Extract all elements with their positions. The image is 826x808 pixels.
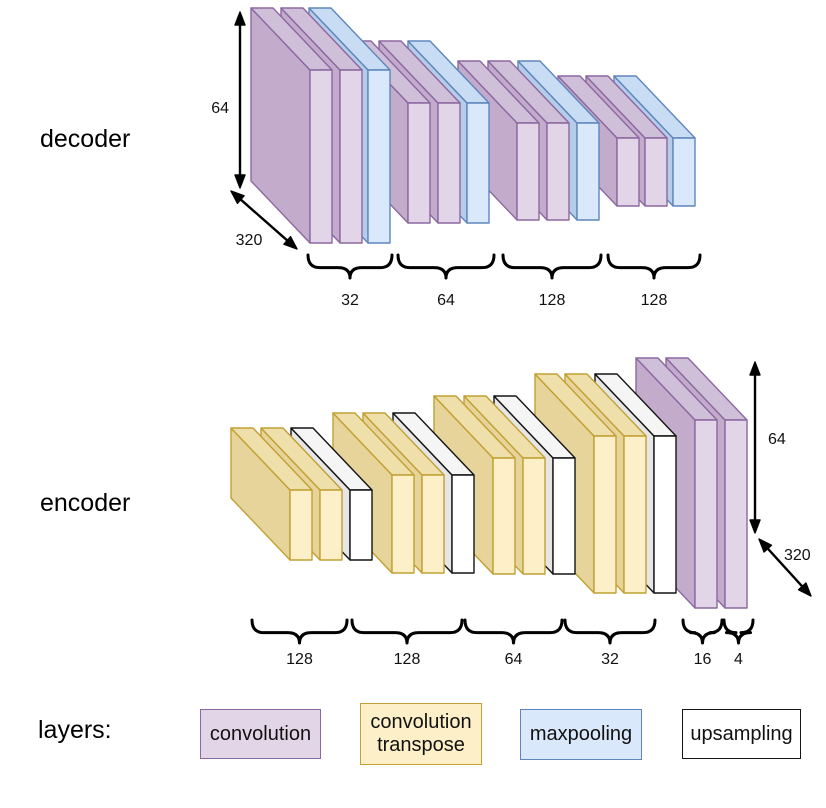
height-dim-arrow xyxy=(749,361,761,534)
legend-item-convolution-transpose: convolution transpose xyxy=(360,703,482,765)
height-dim-label: 64 xyxy=(768,431,786,448)
encoder-section-label: encoder xyxy=(40,489,131,517)
legend-item-upsampling: upsampling xyxy=(682,709,801,759)
legend-title: layers: xyxy=(38,716,112,744)
layer-slab-convolution xyxy=(250,7,333,244)
channel-group-brace xyxy=(722,618,755,645)
channel-count-label: 128 xyxy=(286,651,313,668)
channel-group-brace xyxy=(306,253,394,280)
channel-group-brace xyxy=(396,253,496,280)
depth-dim-label: 320 xyxy=(236,232,263,249)
legend-item-label: convolution xyxy=(209,722,312,745)
height-dim-arrow xyxy=(234,11,246,189)
legend-item-maxpooling: maxpooling xyxy=(520,709,642,760)
legend-item-label: transpose xyxy=(377,734,465,756)
channel-count-label: 64 xyxy=(505,651,523,668)
decoder-section: 32 64 128 128 64 320 xyxy=(211,7,702,309)
channel-group-brace xyxy=(501,253,603,280)
channel-count-label: 128 xyxy=(539,292,566,309)
legend-item-convolution: convolution xyxy=(200,709,321,759)
depth-dim-arrow xyxy=(758,538,812,597)
channel-group-brace xyxy=(350,618,464,645)
depth-dim-arrow xyxy=(230,190,298,250)
channel-count-label: 32 xyxy=(341,292,359,309)
channel-count-label: 128 xyxy=(641,292,668,309)
channel-count-label: 16 xyxy=(694,651,712,668)
decoder-section-label: decoder xyxy=(40,125,131,153)
channel-group-brace xyxy=(563,618,657,645)
legend-item-label: maxpooling xyxy=(529,723,633,745)
decoder-layer-stack xyxy=(250,7,696,244)
height-dim-label: 64 xyxy=(211,100,229,117)
encoder-layer-stack xyxy=(230,357,748,609)
legend-item-label: upsampling xyxy=(690,722,793,745)
channel-group-brace xyxy=(250,618,349,645)
channel-count-label: 32 xyxy=(601,651,619,668)
depth-dim-label: 320 xyxy=(784,547,811,564)
channel-group-brace xyxy=(463,618,564,645)
channel-group-brace xyxy=(681,618,724,645)
channel-group-brace xyxy=(606,253,702,280)
channel-count-label: 4 xyxy=(734,651,743,668)
legend-item-label: convolution xyxy=(370,711,472,733)
encoder-section: 128 128 64 32 16 4 64 320 xyxy=(230,357,812,668)
channel-count-label: 128 xyxy=(394,651,421,668)
layer-slab-convolution_transpose xyxy=(230,427,313,561)
channel-count-label: 64 xyxy=(437,292,455,309)
